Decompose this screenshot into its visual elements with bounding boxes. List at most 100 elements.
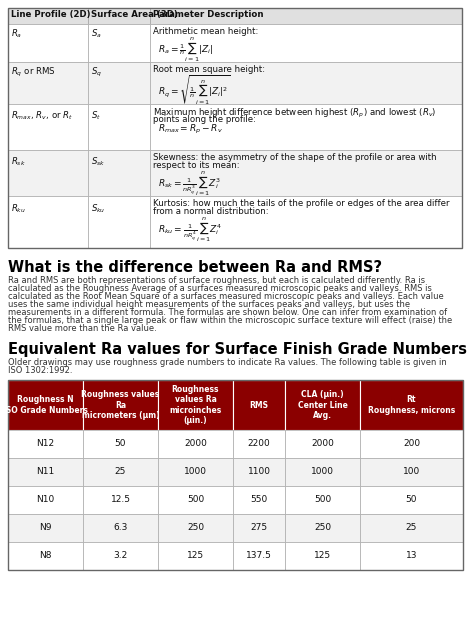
Text: 125: 125 bbox=[314, 552, 331, 561]
Text: $R_q = \sqrt{\frac{1}{n}\sum_{i=1}^{n}|Z_i|^2}$: $R_q = \sqrt{\frac{1}{n}\sum_{i=1}^{n}|Z… bbox=[158, 73, 230, 107]
Text: respect to its mean:: respect to its mean: bbox=[153, 161, 240, 169]
Text: 13: 13 bbox=[406, 552, 417, 561]
Bar bbox=[83, 514, 158, 542]
Text: Ra and RMS are both representations of surface roughness, but each is calculated: Ra and RMS are both representations of s… bbox=[8, 276, 425, 285]
Bar bbox=[158, 430, 233, 458]
Bar bbox=[285, 542, 360, 570]
Text: N10: N10 bbox=[36, 495, 55, 504]
Bar bbox=[360, 542, 463, 570]
Text: 250: 250 bbox=[187, 523, 204, 533]
Bar bbox=[285, 514, 360, 542]
Text: N9: N9 bbox=[39, 523, 52, 533]
Bar bbox=[150, 196, 462, 248]
Bar bbox=[150, 150, 462, 196]
Bar bbox=[8, 380, 83, 430]
Bar bbox=[8, 542, 83, 570]
Bar bbox=[88, 24, 150, 62]
Bar bbox=[8, 62, 88, 104]
Text: Rt
Roughness, microns: Rt Roughness, microns bbox=[368, 395, 455, 415]
Text: 1100: 1100 bbox=[247, 468, 271, 477]
Bar bbox=[360, 514, 463, 542]
Text: 50: 50 bbox=[406, 495, 417, 504]
Bar bbox=[233, 486, 285, 514]
Bar bbox=[158, 486, 233, 514]
Text: Roughness values
Ra
micrometers (μm): Roughness values Ra micrometers (μm) bbox=[82, 390, 160, 420]
Bar bbox=[8, 8, 462, 248]
Bar bbox=[88, 150, 150, 196]
Text: N11: N11 bbox=[36, 468, 55, 477]
Text: $S_a$: $S_a$ bbox=[91, 27, 102, 40]
Text: Root mean square height:: Root mean square height: bbox=[153, 65, 265, 74]
Text: 25: 25 bbox=[115, 468, 126, 477]
Bar bbox=[285, 380, 360, 430]
Text: Older drawings may use roughness grade numbers to indicate Ra values. The follow: Older drawings may use roughness grade n… bbox=[8, 358, 447, 367]
Text: 2000: 2000 bbox=[311, 439, 334, 449]
Bar bbox=[83, 542, 158, 570]
Bar bbox=[8, 196, 88, 248]
Text: 3.2: 3.2 bbox=[113, 552, 128, 561]
Text: 250: 250 bbox=[314, 523, 331, 533]
Bar bbox=[158, 458, 233, 486]
Text: Kurtosis: how much the tails of the profile or edges of the area differ: Kurtosis: how much the tails of the prof… bbox=[153, 199, 449, 208]
Text: $R_{sk}$: $R_{sk}$ bbox=[11, 155, 26, 167]
Text: $R_a$: $R_a$ bbox=[11, 27, 22, 40]
Bar bbox=[233, 542, 285, 570]
Text: Parameter Description: Parameter Description bbox=[153, 10, 264, 19]
Bar bbox=[360, 380, 463, 430]
Text: 1000: 1000 bbox=[311, 468, 334, 477]
Text: N8: N8 bbox=[39, 552, 52, 561]
Text: 25: 25 bbox=[406, 523, 417, 533]
Text: 550: 550 bbox=[250, 495, 268, 504]
Text: $R_{ku} = \frac{1}{nR_q^4}\sum_{i=1}^{n} Z_i^4$: $R_{ku} = \frac{1}{nR_q^4}\sum_{i=1}^{n}… bbox=[158, 215, 222, 244]
Bar bbox=[150, 24, 462, 62]
Bar bbox=[83, 380, 158, 430]
Text: 6.3: 6.3 bbox=[113, 523, 128, 533]
Bar bbox=[8, 150, 88, 196]
Text: $R_{sk} = \frac{1}{nR_q^3}\sum_{i=1}^{n} Z_i^3$: $R_{sk} = \frac{1}{nR_q^3}\sum_{i=1}^{n}… bbox=[158, 169, 221, 198]
Bar bbox=[360, 430, 463, 458]
Text: 2000: 2000 bbox=[184, 439, 207, 449]
Text: $S_{sk}$: $S_{sk}$ bbox=[91, 155, 105, 167]
Bar bbox=[8, 8, 88, 24]
Bar bbox=[360, 486, 463, 514]
Text: $S_{ku}$: $S_{ku}$ bbox=[91, 203, 106, 216]
Text: Roughness
values Ra
microinches
(μin.): Roughness values Ra microinches (μin.) bbox=[169, 385, 222, 425]
Text: Arithmetic mean height:: Arithmetic mean height: bbox=[153, 27, 258, 36]
Text: calculated as the Roughness Average of a surfaces measured microscopic peaks and: calculated as the Roughness Average of a… bbox=[8, 284, 432, 293]
Bar bbox=[360, 458, 463, 486]
Bar bbox=[233, 458, 285, 486]
Bar bbox=[158, 380, 233, 430]
Text: $S_q$: $S_q$ bbox=[91, 66, 102, 79]
Text: 200: 200 bbox=[403, 439, 420, 449]
Text: Surface Area (3D): Surface Area (3D) bbox=[91, 10, 178, 19]
Bar bbox=[233, 430, 285, 458]
Bar bbox=[8, 104, 88, 150]
Text: $R_{max} = R_p - R_v$: $R_{max} = R_p - R_v$ bbox=[158, 123, 223, 136]
Text: $R_{max}$, $R_v$, or $R_t$: $R_{max}$, $R_v$, or $R_t$ bbox=[11, 109, 73, 122]
Text: 100: 100 bbox=[403, 468, 420, 477]
Text: points along the profile:: points along the profile: bbox=[153, 114, 256, 123]
Text: the formulas, that a single large peak or flaw within the microscopic surface te: the formulas, that a single large peak o… bbox=[8, 316, 452, 325]
Bar bbox=[285, 486, 360, 514]
Bar bbox=[8, 514, 83, 542]
Text: 125: 125 bbox=[187, 552, 204, 561]
Bar bbox=[8, 458, 83, 486]
Bar bbox=[88, 62, 150, 104]
Text: Skewness: the asymmetry of the shape of the profile or area with: Skewness: the asymmetry of the shape of … bbox=[153, 153, 437, 162]
Bar bbox=[8, 430, 83, 458]
Bar bbox=[285, 430, 360, 458]
Text: 500: 500 bbox=[314, 495, 331, 504]
Bar bbox=[150, 62, 462, 104]
Text: RMS: RMS bbox=[249, 401, 268, 410]
Bar bbox=[158, 514, 233, 542]
Text: 2200: 2200 bbox=[247, 439, 270, 449]
Text: uses the same individual height measurements of the surfaces peaks and valleys, : uses the same individual height measurem… bbox=[8, 300, 410, 309]
Bar bbox=[158, 542, 233, 570]
Text: from a normal distribution:: from a normal distribution: bbox=[153, 207, 269, 216]
Text: calculated as the Root Mean Square of a surfaces measured microscopic peaks and : calculated as the Root Mean Square of a … bbox=[8, 292, 444, 301]
Bar bbox=[83, 458, 158, 486]
Text: N12: N12 bbox=[36, 439, 55, 449]
Text: measurements in a different formula. The formulas are shown below. One can infer: measurements in a different formula. The… bbox=[8, 308, 447, 317]
Text: 50: 50 bbox=[115, 439, 126, 449]
Bar bbox=[88, 8, 150, 24]
